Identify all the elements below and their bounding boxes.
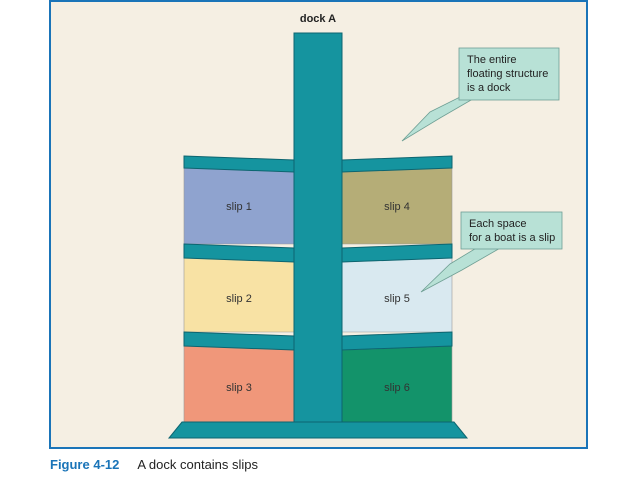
callout-slip: Each space for a boat is a slip bbox=[420, 211, 563, 293]
slip-1-label: slip 1 bbox=[226, 201, 252, 213]
dock-arm-low-right bbox=[341, 331, 453, 351]
slip-6-label: slip 6 bbox=[384, 382, 410, 394]
callout-slip-line-2: for a boat is a slip bbox=[469, 232, 555, 244]
slip-5: slip 5 bbox=[341, 257, 453, 333]
figure-caption: Figure 4-12 A dock contains slips bbox=[50, 457, 258, 472]
callout-slip-line-1: Each space bbox=[469, 218, 526, 230]
slip-3: slip 3 bbox=[183, 345, 295, 423]
dock-structure bbox=[167, 32, 469, 439]
slip-6: slip 6 bbox=[341, 345, 453, 423]
slip-5-label: slip 5 bbox=[384, 293, 410, 305]
slip-2-label: slip 2 bbox=[226, 293, 252, 305]
caption-text: A dock contains slips bbox=[137, 457, 259, 472]
slip-3-label: slip 3 bbox=[226, 382, 252, 394]
callout-dock-box bbox=[458, 47, 560, 101]
dock-base bbox=[167, 421, 469, 439]
dock-arm-top-left bbox=[183, 155, 295, 173]
slip-1: slip 1 bbox=[183, 167, 295, 245]
dock-arm-mid-left bbox=[183, 243, 295, 263]
caption-figure-number: Figure 4-12 bbox=[50, 457, 120, 472]
callout-dock-line-2: floating structure bbox=[467, 68, 548, 80]
slip-2: slip 2 bbox=[183, 257, 295, 333]
dock-label: dock A bbox=[300, 13, 336, 25]
callout-dock-line-1: The entire bbox=[467, 54, 517, 66]
dock-arm-mid-right bbox=[341, 243, 453, 263]
dock-arm-top-right bbox=[341, 155, 453, 173]
dock-arm-low-left bbox=[183, 331, 295, 351]
slip-4: slip 4 bbox=[341, 167, 453, 245]
callout-dock-line-3: is a dock bbox=[467, 82, 511, 94]
slip-4-label: slip 4 bbox=[384, 201, 410, 213]
dock-spine bbox=[293, 32, 343, 426]
callout-slip-box bbox=[460, 211, 563, 250]
callout-dock: The entire floating structure is a dock bbox=[401, 47, 560, 142]
